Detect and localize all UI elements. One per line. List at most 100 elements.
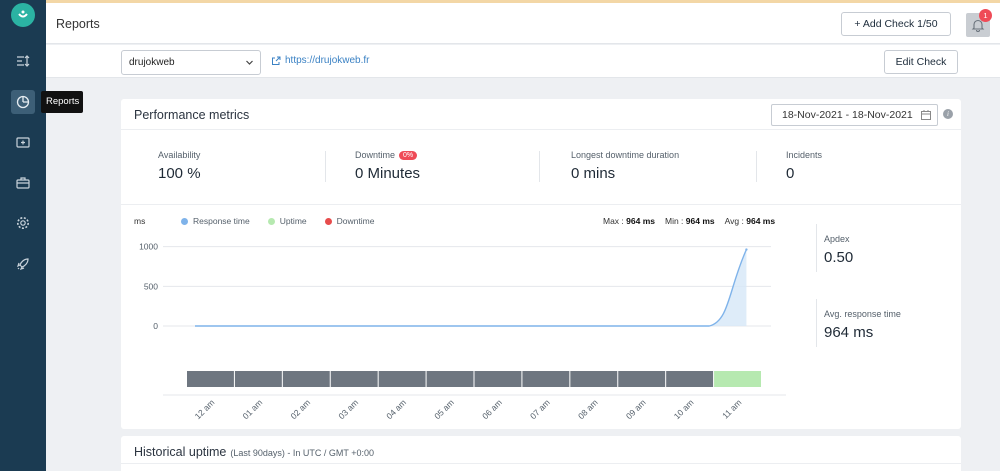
x-tick-label: 02 am <box>288 397 312 421</box>
x-tick-label: 05 am <box>432 397 456 421</box>
calendar-icon <box>921 110 931 120</box>
status-segment <box>714 371 761 387</box>
plus-box-icon[interactable] <box>11 130 35 154</box>
edit-check-button[interactable]: Edit Check <box>884 50 958 74</box>
legend-label: Downtime <box>336 216 375 226</box>
metric-label: Availability <box>158 150 201 160</box>
top-accent-line <box>0 0 1000 3</box>
downtime-percent-badge: 0% <box>399 150 418 160</box>
metric-label: Downtime <box>355 150 396 160</box>
legend-label: Response time <box>193 216 250 226</box>
y-tick-label: 1000 <box>139 242 158 252</box>
app-logo-icon[interactable] <box>11 3 35 27</box>
legend-dot <box>324 217 332 225</box>
avg-response-metric: Avg. response time 964 ms <box>824 309 901 341</box>
top-header: Reports + Add Check 1/50 1 <box>46 3 1000 44</box>
check-select[interactable]: drujokweb <box>121 50 261 75</box>
date-range-value: 18-Nov-2021 - 18-Nov-2021 <box>782 109 913 121</box>
response-time-point <box>745 248 748 251</box>
chevron-down-icon <box>246 60 253 65</box>
notification-badge: 1 <box>979 9 992 22</box>
metric-label-row: Downtime 0% <box>355 150 420 160</box>
avg-stat-value: 964 ms <box>746 216 776 226</box>
chart-legend: Response time Uptime Downtime <box>181 216 374 226</box>
min-stat-label: Min : <box>665 216 684 226</box>
performance-title: Performance metrics <box>134 108 250 122</box>
legend-item[interactable]: Uptime <box>267 216 307 226</box>
apdex-value: 0.50 <box>824 249 854 266</box>
longest-downtime-metric: Longest downtime duration 0 mins <box>571 150 679 182</box>
historical-divider <box>121 463 961 464</box>
y-tick-label: 0 <box>153 321 158 331</box>
y-tick-label: 500 <box>144 281 158 291</box>
x-tick-label: 08 am <box>576 397 600 421</box>
legend-label: Uptime <box>279 216 307 226</box>
metric-value: 100 % <box>158 165 201 182</box>
metric-label: Longest downtime duration <box>571 150 680 160</box>
downtime-metric: Downtime 0% 0 Minutes <box>355 150 420 182</box>
legend-item[interactable]: Response time <box>181 216 250 226</box>
status-segment <box>618 371 666 387</box>
x-tick-label: 03 am <box>336 397 360 421</box>
page-title: Reports <box>56 17 100 31</box>
status-segment <box>522 371 570 387</box>
x-tick-label: 11 am <box>720 397 743 420</box>
check-select-value: drujokweb <box>129 57 175 68</box>
max-stat-value: 964 ms <box>626 216 655 226</box>
status-segment <box>330 371 378 387</box>
gear-icon[interactable] <box>11 211 35 235</box>
historical-title-row: Historical uptime (Last 90days) - In UTC … <box>134 445 374 459</box>
availability-metric: Availability 100 % <box>158 150 201 182</box>
metric-separator <box>325 151 326 182</box>
list-sort-icon[interactable] <box>11 49 35 73</box>
metric-separator <box>539 151 540 182</box>
status-segment <box>474 371 522 387</box>
metric-value: 0 <box>786 165 795 182</box>
pie-chart-icon[interactable] <box>11 90 35 114</box>
check-url-text: https://drujokweb.fr <box>285 55 370 66</box>
info-icon[interactable]: i <box>943 109 953 119</box>
status-segment <box>570 371 618 387</box>
metrics-divider <box>121 204 961 205</box>
rocket-icon[interactable] <box>11 252 35 276</box>
bell-icon <box>971 19 985 32</box>
card-header-divider <box>121 129 961 130</box>
apdex-label: Apdex <box>824 234 850 244</box>
check-toolbar: drujokweb https://drujokweb.fr Edit Chec… <box>46 45 1000 78</box>
legend-dot <box>181 217 188 225</box>
legend-dot <box>267 217 275 225</box>
x-tick-label: 06 am <box>480 397 504 421</box>
briefcase-icon[interactable] <box>11 171 35 195</box>
status-segment <box>666 371 714 387</box>
avg-response-label: Avg. response time <box>824 309 901 319</box>
x-tick-label: 10 am <box>672 397 696 421</box>
chart-y-unit-label: ms <box>134 216 146 226</box>
chart-stats: Max : 964 ms Min : 964 ms Avg : 964 ms <box>603 216 775 226</box>
sidebar-tooltip: Reports <box>41 91 84 113</box>
avg-stat: Avg : 964 ms <box>725 216 775 226</box>
status-segment <box>282 371 330 387</box>
incidents-metric: Incidents 0 <box>786 150 822 182</box>
spacer <box>163 229 786 339</box>
legend-item[interactable]: Downtime <box>324 216 375 226</box>
metric-value: 0 Minutes <box>355 165 421 182</box>
historical-uptime-card: Historical uptime (Last 90days) - In UTC … <box>121 436 961 471</box>
external-link-icon <box>272 56 281 65</box>
add-check-button[interactable]: + Add Check 1/50 <box>841 12 951 36</box>
date-range-picker[interactable]: 18-Nov-2021 - 18-Nov-2021 <box>771 104 938 126</box>
x-tick-label: 09 am <box>624 397 648 421</box>
response-time-area <box>709 249 747 326</box>
metric-label: Incidents <box>786 150 823 160</box>
min-stat-value: 964 ms <box>685 216 715 226</box>
status-segment <box>187 371 234 387</box>
x-tick-label: 07 am <box>528 397 552 421</box>
check-url-link[interactable]: https://drujokweb.fr <box>271 55 369 66</box>
historical-title: Historical uptime <box>134 445 227 459</box>
x-tick-label: 04 am <box>384 397 408 421</box>
metric-separator <box>756 151 757 182</box>
status-segment <box>426 371 474 387</box>
avg-response-separator <box>816 299 817 347</box>
response-time-line <box>195 249 748 327</box>
sidebar: Reports <box>0 0 84 471</box>
